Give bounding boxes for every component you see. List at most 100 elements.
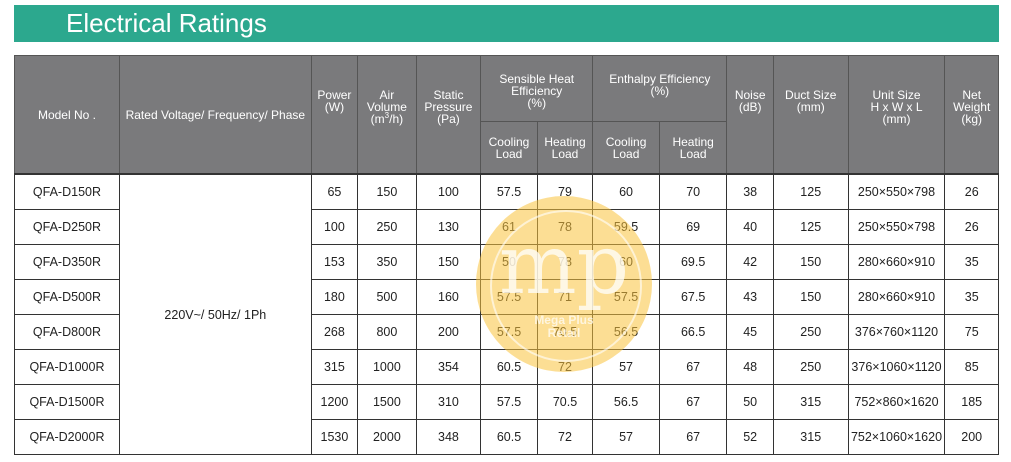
header-sensible-heating-load: Heating Load [536, 121, 594, 175]
cell-static-pressure: 130 [415, 209, 482, 245]
cell-duct-size: 150 [772, 244, 849, 280]
header-enthalpy-efficiency: Enthalpy Efficiency (%) [592, 55, 728, 122]
header-air-volume: Air Volume (m3/h) [357, 55, 417, 175]
cell-sensible-heating: 71 [536, 279, 594, 315]
cell-net-weight: 35 [944, 244, 999, 280]
cell-duct-size: 250 [772, 349, 849, 385]
cell-power: 180 [310, 279, 359, 315]
cell-unit-size: 250×550×798 [847, 209, 946, 245]
cell-sensible-cooling: 60.5 [480, 349, 538, 385]
header-power: Power (W) [310, 55, 359, 175]
cell-sensible-heating: 78 [536, 244, 594, 280]
cell-static-pressure: 310 [415, 384, 482, 420]
cell-net-weight: 26 [944, 209, 999, 245]
cell-air-volume: 500 [357, 279, 417, 315]
cell-static-pressure: 348 [415, 419, 482, 455]
table-row: QFA-D2000R 1530 2000 348 60.5 72 57 67 5… [14, 419, 999, 455]
cell-enthalpy-cooling: 60 [592, 173, 660, 210]
cell-air-volume: 2000 [357, 419, 417, 455]
cell-duct-size: 315 [772, 419, 849, 455]
cell-unit-size: 752×1060×1620 [847, 419, 946, 455]
cell-net-weight: 185 [944, 384, 999, 420]
cell-model: QFA-D2000R [14, 419, 120, 455]
cell-air-volume: 800 [357, 314, 417, 350]
table-row: QFA-D1500R 1200 1500 310 57.5 70.5 56.5 … [14, 384, 999, 420]
cell-enthalpy-heating: 69.5 [658, 244, 728, 280]
cell-power: 1530 [310, 419, 359, 455]
cell-enthalpy-cooling: 60 [592, 244, 660, 280]
cell-model: QFA-D150R [14, 173, 120, 210]
cell-model: QFA-D350R [14, 244, 120, 280]
cell-unit-size: 376×760×1120 [847, 314, 946, 350]
cell-duct-size: 125 [772, 209, 849, 245]
electrical-ratings-table: Model No . Rated Voltage/ Frequency/ Pha… [14, 55, 999, 455]
cell-model: QFA-D1500R [14, 384, 120, 420]
cell-enthalpy-cooling: 57.5 [592, 279, 660, 315]
cell-enthalpy-heating: 70 [658, 173, 728, 210]
cell-power: 315 [310, 349, 359, 385]
header-sensible-heat-efficiency: Sensible Heat Efficiency (%) [480, 55, 594, 122]
cell-sensible-heating: 78 [536, 209, 594, 245]
cell-model: QFA-D800R [14, 314, 120, 350]
cell-enthalpy-heating: 66.5 [658, 314, 728, 350]
cell-sensible-heating: 70.5 [536, 384, 594, 420]
cell-noise: 40 [726, 209, 774, 245]
cell-net-weight: 75 [944, 314, 999, 350]
cell-sensible-cooling: 57.5 [480, 279, 538, 315]
header-net-weight: Net Weight (kg) [944, 55, 999, 175]
cell-enthalpy-heating: 67 [658, 384, 728, 420]
cell-static-pressure: 200 [415, 314, 482, 350]
cell-enthalpy-cooling: 59.5 [592, 209, 660, 245]
header-enthalpy-cooling-load: Cooling Load [592, 121, 660, 175]
cell-net-weight: 85 [944, 349, 999, 385]
header-noise: Noise (dB) [726, 55, 774, 175]
cell-sensible-cooling: 57.5 [480, 173, 538, 210]
cell-static-pressure: 160 [415, 279, 482, 315]
cell-duct-size: 250 [772, 314, 849, 350]
cell-static-pressure: 150 [415, 244, 482, 280]
title-bar: Electrical Ratings [14, 5, 999, 42]
cell-sensible-heating: 72 [536, 349, 594, 385]
cell-voltage: 220V~/ 50Hz/ 1Ph [118, 173, 312, 455]
cell-enthalpy-cooling: 57 [592, 419, 660, 455]
cell-power: 100 [310, 209, 359, 245]
cell-duct-size: 315 [772, 384, 849, 420]
cell-noise: 52 [726, 419, 774, 455]
cell-net-weight: 200 [944, 419, 999, 455]
cell-air-volume: 1000 [357, 349, 417, 385]
cell-noise: 50 [726, 384, 774, 420]
cell-static-pressure: 354 [415, 349, 482, 385]
cell-sensible-cooling: 57.5 [480, 314, 538, 350]
cell-air-volume: 150 [357, 173, 417, 210]
cell-power: 65 [310, 173, 359, 210]
cell-power: 268 [310, 314, 359, 350]
cell-sensible-cooling: 57.5 [480, 384, 538, 420]
header-voltage: Rated Voltage/ Frequency/ Phase [118, 55, 312, 175]
cell-unit-size: 250×550×798 [847, 173, 946, 210]
cell-model: QFA-D500R [14, 279, 120, 315]
cell-air-volume: 350 [357, 244, 417, 280]
cell-enthalpy-cooling: 56.5 [592, 314, 660, 350]
header-duct-size: Duct Size (mm) [772, 55, 849, 175]
cell-enthalpy-heating: 67 [658, 349, 728, 385]
cell-net-weight: 35 [944, 279, 999, 315]
cell-duct-size: 125 [772, 173, 849, 210]
cell-net-weight: 26 [944, 173, 999, 210]
cell-sensible-cooling: 61 [480, 209, 538, 245]
header-model: Model No . [14, 55, 120, 175]
cell-static-pressure: 100 [415, 173, 482, 210]
cell-power: 153 [310, 244, 359, 280]
cell-noise: 42 [726, 244, 774, 280]
cell-enthalpy-heating: 67 [658, 419, 728, 455]
cell-air-volume: 1500 [357, 384, 417, 420]
cell-sensible-cooling: 50 [480, 244, 538, 280]
cell-enthalpy-cooling: 56.5 [592, 384, 660, 420]
header-unit-size: Unit Size H x W x L (mm) [847, 55, 946, 175]
page-title: Electrical Ratings [66, 8, 267, 38]
cell-power: 1200 [310, 384, 359, 420]
header-sensible-cooling-load: Cooling Load [480, 121, 538, 175]
cell-sensible-cooling: 60.5 [480, 419, 538, 455]
cell-duct-size: 150 [772, 279, 849, 315]
cell-noise: 48 [726, 349, 774, 385]
cell-model: QFA-D1000R [14, 349, 120, 385]
